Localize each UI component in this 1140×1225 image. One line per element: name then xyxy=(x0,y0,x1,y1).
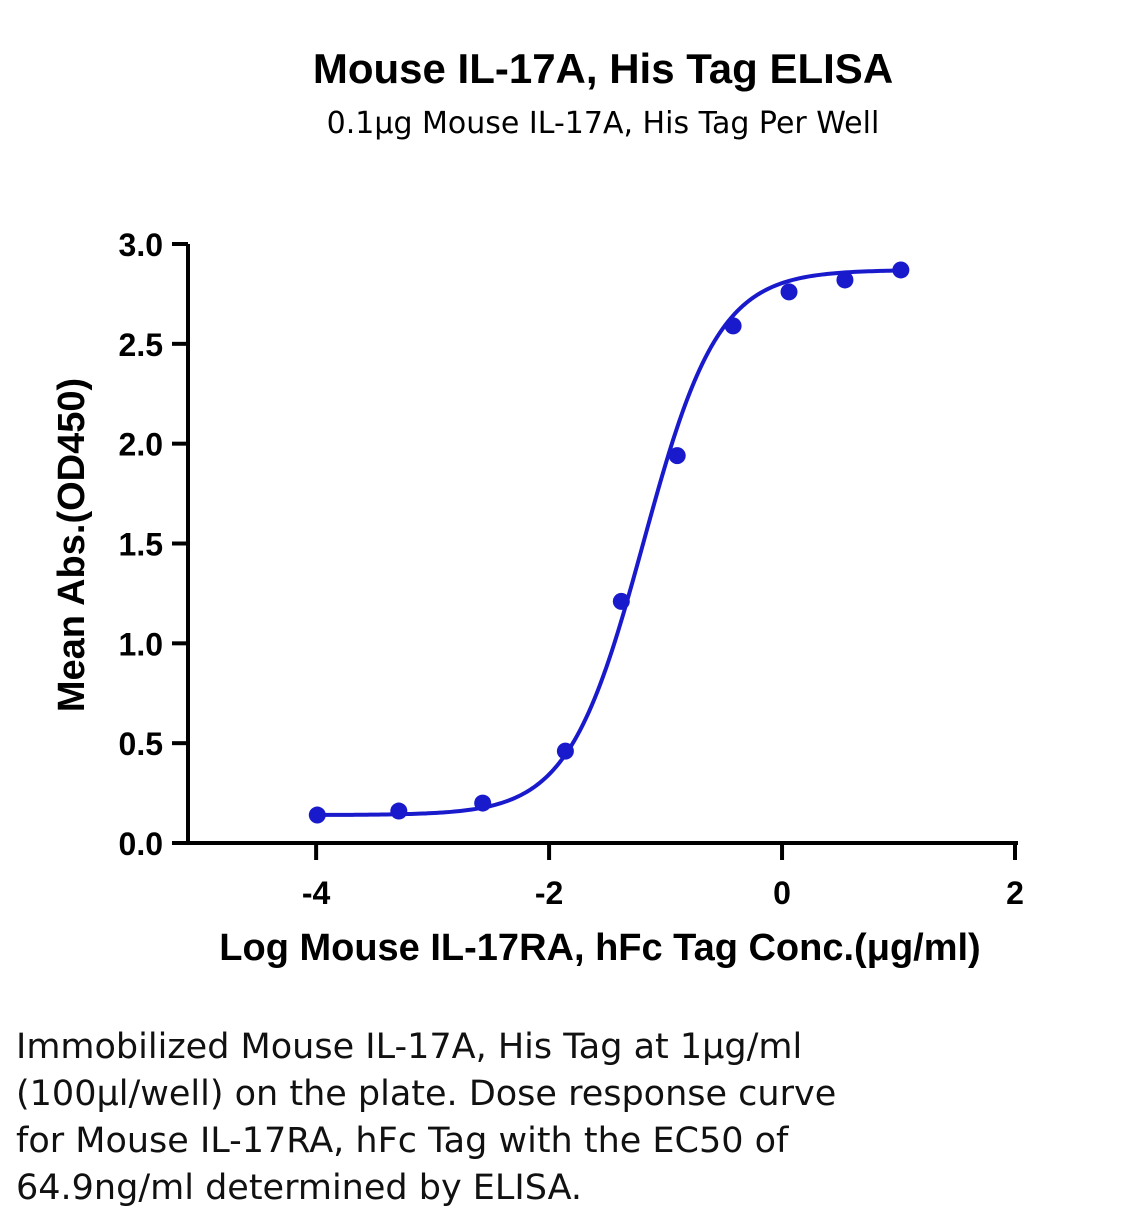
data-point xyxy=(668,447,686,465)
data-point xyxy=(892,261,910,279)
data-point xyxy=(474,794,492,812)
caption-line: (100μl/well) on the plate. Dose response… xyxy=(16,1074,837,1114)
y-tick-label: 1.0 xyxy=(119,626,163,662)
data-point xyxy=(724,317,742,335)
data-point xyxy=(780,283,798,301)
y-tick-label: 2.5 xyxy=(119,327,163,363)
data-point xyxy=(390,802,408,820)
y-axis-label: Mean Abs.(OD450) xyxy=(51,378,93,712)
data-point xyxy=(612,592,630,610)
y-tick-label: 3.0 xyxy=(119,227,163,263)
x-tick-label: 2 xyxy=(1006,875,1024,911)
chart-subtitle: 0.1μg Mouse IL-17A, His Tag Per Well xyxy=(327,106,880,141)
caption-line: for Mouse IL-17RA, hFc Tag with the EC50… xyxy=(16,1121,789,1161)
caption-line: Immobilized Mouse IL-17A, His Tag at 1μg… xyxy=(16,1027,803,1067)
caption-line: 64.9ng/ml determined by ELISA. xyxy=(16,1168,583,1208)
data-point xyxy=(836,271,854,289)
y-axis-ticks: 0.0 0.5 1.0 1.5 2.0 2.5 3.0 xyxy=(119,227,188,862)
x-axis-ticks: -4 -2 0 2 xyxy=(302,843,1024,911)
y-tick-label: 2.0 xyxy=(119,427,163,463)
x-tick-label: 0 xyxy=(773,875,791,911)
x-tick-label: -4 xyxy=(302,875,331,911)
elisa-chart: Mouse IL-17A, His Tag ELISA 0.1μg Mouse … xyxy=(51,45,1024,969)
y-tick-label: 0.5 xyxy=(119,726,163,762)
y-tick-label: 0.0 xyxy=(119,826,163,862)
data-point xyxy=(308,806,326,824)
chart-title: Mouse IL-17A, His Tag ELISA xyxy=(313,45,893,92)
figure-caption: Immobilized Mouse IL-17A, His Tag at 1μg… xyxy=(16,1024,1126,1212)
x-axis-label: Log Mouse IL-17RA, hFc Tag Conc.(μg/ml) xyxy=(219,927,980,969)
fit-curve xyxy=(317,268,901,817)
data-point xyxy=(556,742,574,760)
data-points xyxy=(308,261,910,824)
x-tick-label: -2 xyxy=(535,875,563,911)
y-tick-label: 1.5 xyxy=(119,527,163,563)
